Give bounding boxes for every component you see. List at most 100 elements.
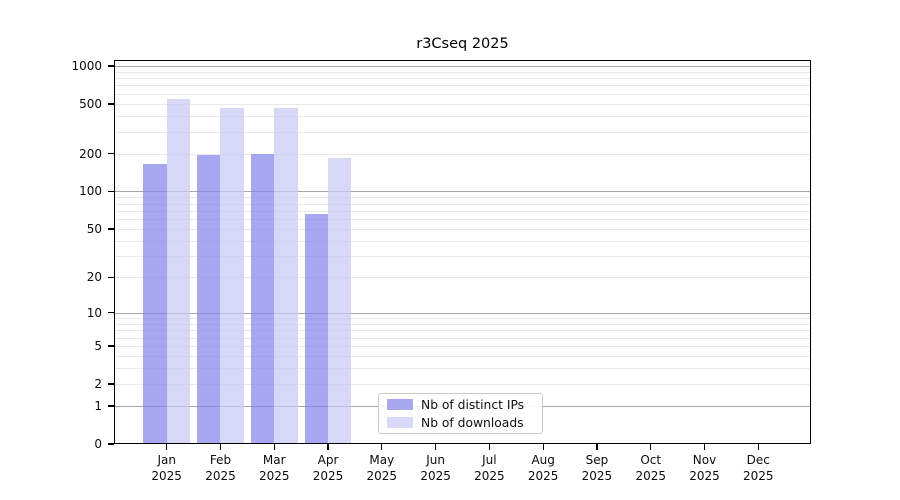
gridline-minor (114, 197, 811, 199)
x-tick-label: Nov 2025 (678, 453, 732, 484)
x-tick-year: 2025 (420, 468, 451, 483)
gridline-minor (114, 93, 811, 95)
x-tick-year: 2025 (581, 468, 613, 483)
x-tick (703, 444, 706, 450)
gridline-minor (114, 240, 811, 242)
y-tick (108, 383, 114, 385)
x-tick-label: Oct 2025 (624, 453, 678, 484)
y-tick-label: 1000 (71, 59, 102, 73)
gridline-minor (114, 383, 811, 385)
legend-swatch-downloads (387, 417, 413, 428)
gridline-minor (114, 318, 811, 320)
x-tick-label: Dec 2025 (731, 453, 785, 484)
x-tick (273, 444, 275, 450)
x-tick (166, 444, 168, 450)
bar-ips-feb (197, 155, 221, 444)
x-tick-month: May (369, 453, 395, 467)
x-tick-month: Apr (317, 453, 339, 467)
x-tick (596, 444, 598, 450)
x-tick-year: 2025 (258, 468, 290, 483)
y-tick (108, 276, 114, 279)
y-tick (108, 103, 114, 105)
y-tick-label: 50 (86, 221, 102, 236)
gridline-minor (114, 337, 811, 339)
gridline-minor (114, 228, 811, 230)
bar-downloads-apr (328, 158, 352, 444)
gridline-minor (114, 345, 811, 347)
x-tick (434, 444, 437, 450)
x-tick-year: 2025 (312, 468, 344, 483)
gridline-minor (114, 210, 811, 212)
y-tick (108, 405, 114, 407)
y-tick-label: 200 (79, 146, 102, 161)
y-tick-label: 5 (94, 338, 102, 353)
x-tick-label: Aug 2025 (516, 453, 570, 484)
gridline-major (114, 66, 811, 67)
x-tick-month: Dec (746, 453, 770, 467)
bar-downloads-mar (274, 107, 298, 444)
y-tick-label: 2 (94, 376, 102, 391)
gridline-minor (114, 153, 811, 155)
x-tick-year: 2025 (205, 468, 236, 483)
x-tick-year: 2025 (151, 468, 182, 483)
gridline-minor (114, 203, 811, 205)
x-tick-label: Apr 2025 (301, 453, 355, 484)
gridline-minor (114, 256, 811, 258)
x-tick (650, 444, 652, 450)
gridline-minor (114, 131, 811, 133)
bar-ips-apr (304, 213, 329, 444)
y-tick (108, 153, 114, 155)
x-tick (219, 444, 222, 450)
x-tick-label: Sep 2025 (570, 453, 624, 484)
x-tick-month: Jun (426, 453, 445, 467)
x-tick-year: 2025 (742, 468, 774, 483)
y-tick-label: 500 (79, 96, 102, 111)
x-tick-month: Sep (585, 453, 609, 467)
legend-swatch-distinct-ips (387, 399, 413, 410)
y-tick (108, 228, 114, 230)
x-tick (488, 444, 491, 450)
gridline-minor (114, 71, 811, 73)
x-tick-label: May 2025 (355, 453, 409, 484)
y-tick (108, 312, 114, 314)
bar-downloads-jan (166, 98, 191, 444)
x-tick-year: 2025 (366, 468, 398, 483)
y-tick-label: 20 (86, 270, 102, 285)
plot-area: Nb of distinct IPs Nb of downloads (114, 60, 811, 444)
y-tick (108, 65, 114, 67)
y-tick-label: 1 (94, 399, 102, 414)
gridline-minor (114, 219, 811, 221)
legend-item-distinct-ips: Nb of distinct IPs (387, 396, 534, 413)
x-tick (542, 444, 544, 450)
x-tick-label: Feb 2025 (193, 453, 247, 484)
x-tick (381, 444, 383, 450)
y-tick (108, 345, 114, 347)
x-tick-label: Jan 2025 (140, 453, 194, 484)
x-tick-month: Jul (482, 453, 497, 467)
gridline-minor (114, 116, 811, 118)
bar-ips-jan (143, 164, 167, 444)
x-tick-month: Nov (692, 453, 717, 467)
legend-label-distinct-ips: Nb of distinct IPs (421, 397, 525, 412)
x-tick-year: 2025 (527, 468, 559, 483)
legend-label-downloads: Nb of downloads (421, 415, 524, 430)
x-tick-month: Oct (640, 453, 662, 467)
gridline-minor (114, 78, 811, 80)
chart-title: r3Cseq 2025 (416, 36, 509, 52)
x-tick-year: 2025 (474, 468, 505, 483)
legend-item-downloads: Nb of downloads (387, 414, 534, 431)
x-tick-label: Jul 2025 (462, 453, 516, 484)
gridline-minor (114, 85, 811, 87)
x-tick-month: Mar (262, 453, 286, 467)
x-tick-month: Jan (157, 453, 176, 467)
legend: Nb of distinct IPs Nb of downloads (378, 393, 543, 434)
bar-downloads-feb (220, 107, 244, 444)
gridline-minor (114, 323, 811, 325)
x-tick-month: Feb (209, 453, 232, 467)
y-tick (108, 443, 114, 445)
gridline-minor (114, 355, 811, 357)
x-tick-year: 2025 (689, 468, 720, 483)
y-tick-label: 0 (94, 437, 102, 451)
y-tick (108, 190, 114, 193)
